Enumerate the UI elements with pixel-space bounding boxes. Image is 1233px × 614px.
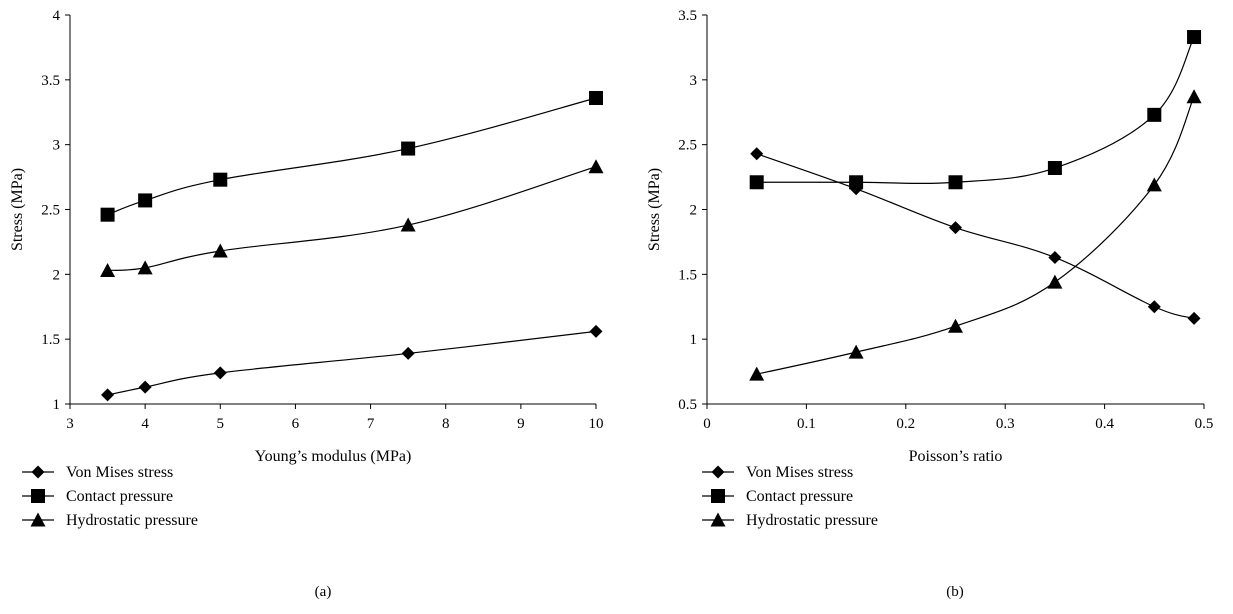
- x-tick-label: 8: [442, 416, 450, 432]
- series-line: [107, 97, 597, 216]
- y-tick-label: 2.5: [41, 203, 60, 219]
- legend-label: Hydrostatic pressure: [746, 512, 878, 529]
- y-tick-label: 4: [53, 8, 61, 24]
- x-tick-label: 6: [292, 416, 300, 432]
- x-tick-label: 0.3: [996, 416, 1015, 432]
- data-point: [1048, 250, 1062, 264]
- y-tick-label: 3: [690, 73, 698, 89]
- legend: Von Mises stress Contact pressure Hydrosta…: [702, 464, 878, 529]
- data-point: [1047, 274, 1063, 289]
- legend-marker: [710, 512, 726, 527]
- legend-marker: [711, 489, 725, 503]
- series-line: [107, 166, 597, 272]
- y-axis-title: Stress (MPa): [9, 168, 26, 251]
- series-3: [100, 159, 604, 277]
- x-tick-label: 3: [66, 416, 74, 432]
- x-axis-title: Poisson’s ratio: [909, 448, 1003, 465]
- data-point: [401, 141, 416, 156]
- data-point: [1147, 107, 1162, 122]
- data-point: [948, 175, 963, 190]
- y-tick-label: 2: [53, 267, 61, 283]
- data-point: [589, 90, 603, 105]
- series-2: [749, 30, 1202, 190]
- x-tick-label: 0.4: [1095, 416, 1114, 432]
- data-point: [1047, 161, 1062, 176]
- legend-label: Contact pressure: [746, 488, 853, 505]
- x-tick-label: 5: [217, 416, 225, 432]
- y-tick-label: 1.5: [678, 267, 697, 283]
- x-tick-label: 7: [367, 416, 375, 432]
- legend-label: Contact pressure: [66, 488, 173, 505]
- legend: Von Mises stress Contact pressure Hydrosta…: [22, 464, 198, 529]
- data-point: [1187, 30, 1202, 45]
- y-tick-label: 2.5: [678, 138, 697, 154]
- y-axis-title: Stress (MPa): [646, 168, 663, 251]
- data-point: [213, 366, 227, 380]
- x-tick-label: 10: [589, 416, 604, 432]
- data-point: [749, 175, 764, 190]
- legend-marker: [31, 465, 45, 479]
- data-point: [1187, 311, 1201, 325]
- x-tick-label: 0.5: [1195, 416, 1214, 432]
- legend-marker: [30, 512, 46, 527]
- y-tick-label: 3: [53, 138, 61, 154]
- series-line: [756, 96, 1195, 375]
- data-point: [588, 159, 604, 174]
- legend-label: Von Mises stress: [746, 464, 853, 481]
- data-point: [949, 221, 962, 235]
- x-tick-label: 0.2: [896, 416, 915, 432]
- x-tick-label: 4: [141, 416, 149, 432]
- data-point: [101, 388, 115, 402]
- y-tick-label: 3.5: [678, 8, 697, 24]
- data-point: [100, 207, 115, 222]
- y-tick-label: 0.5: [678, 397, 697, 413]
- data-point: [138, 380, 152, 394]
- data-point: [749, 366, 765, 381]
- series-3: [749, 89, 1202, 381]
- series-line: [107, 330, 597, 396]
- data-point: [848, 344, 864, 359]
- legend-label: Von Mises stress: [66, 464, 173, 481]
- chart-panel-1: 1 1.5 2 2.5 3 3.5 4 3 4 5 6 7 8 9 10 Young’s modulus (M…: [9, 8, 604, 600]
- data-point: [137, 260, 153, 275]
- data-point: [1186, 89, 1202, 104]
- y-tick-label: 1.5: [41, 332, 60, 348]
- series-line: [756, 36, 1195, 185]
- data-point: [401, 346, 415, 360]
- data-point: [948, 318, 963, 333]
- series-1: [101, 324, 603, 402]
- chart-panel-2: 0.5 1 1.5 2 2.5 3 3.5 0 0.1 0.2 0.3 0.4 0.5 Poisson’s…: [646, 8, 1213, 600]
- legend-label: Hydrostatic pressure: [66, 512, 198, 529]
- data-point: [212, 243, 228, 258]
- y-tick-label: 1: [53, 397, 61, 413]
- data-point: [138, 193, 153, 208]
- y-tick-label: 1: [690, 332, 698, 348]
- data-point: [213, 172, 228, 187]
- legend-marker: [31, 489, 45, 503]
- data-point: [100, 262, 116, 277]
- data-point: [1147, 300, 1161, 314]
- x-tick-label: 9: [517, 416, 525, 432]
- y-tick-label: 2: [690, 203, 698, 219]
- series-line: [756, 153, 1195, 319]
- x-tick-label: 0.1: [797, 416, 816, 432]
- panel-label: (b): [946, 584, 964, 600]
- y-tick-label: 3.5: [41, 73, 60, 89]
- series-2: [100, 90, 603, 222]
- panel-label: (a): [315, 584, 332, 600]
- legend-marker: [711, 465, 725, 479]
- series-1: [750, 147, 1201, 325]
- x-tick-label: 0: [703, 416, 711, 432]
- data-point: [750, 147, 764, 161]
- data-point: [849, 175, 864, 190]
- data-point: [400, 217, 416, 232]
- data-point: [1146, 177, 1162, 192]
- data-point: [589, 324, 603, 338]
- x-axis-title: Young’s modulus (MPa): [255, 448, 412, 465]
